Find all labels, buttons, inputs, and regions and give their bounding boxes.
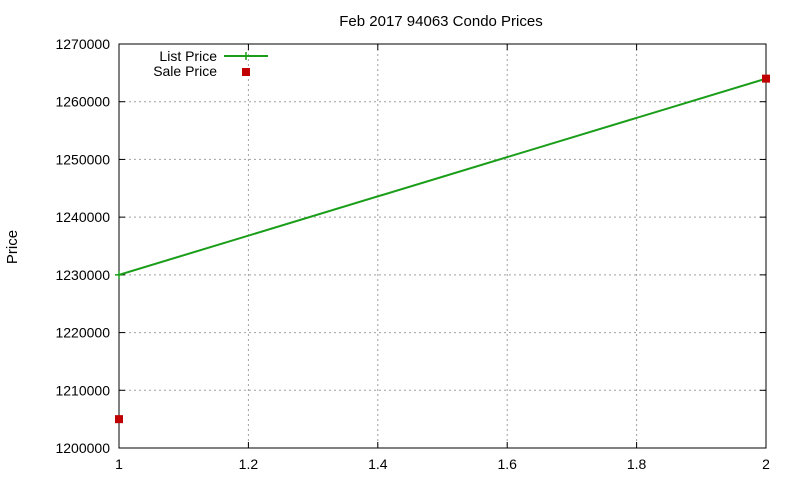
- legend-entry: List Price: [159, 48, 268, 64]
- series-line: [118, 77, 767, 276]
- plot-frame: [118, 43, 767, 449]
- series-1: [115, 74, 770, 424]
- axes: 1 1.2 1.4 1.6 1.8 2 1200000 1210000 1220000 12300…: [55, 36, 770, 472]
- y-tick-label: 1250000: [55, 151, 110, 167]
- y-axis-label: Price: [4, 230, 21, 264]
- y-tick-label: 1200000: [55, 440, 110, 456]
- x-tick-label: 1.8: [627, 456, 647, 472]
- x-tick-label: 1.6: [497, 456, 517, 472]
- legend-entry: Sale Price: [153, 63, 250, 79]
- x-tick-label: 2: [762, 456, 770, 472]
- data-point: [762, 74, 770, 83]
- legend-marker: [242, 52, 250, 60]
- legend-label: Sale Price: [153, 63, 217, 79]
- x-tick-label: 1: [115, 456, 123, 472]
- legend-marker: [242, 68, 250, 76]
- data-point: [115, 270, 123, 279]
- y-tick-label: 1210000: [55, 382, 110, 398]
- y-tick-label: 1220000: [55, 325, 110, 341]
- series: [115, 74, 770, 424]
- y-tick-label: 1230000: [55, 267, 110, 283]
- grid: [119, 44, 766, 448]
- series-0: [115, 74, 770, 279]
- y-tick-label: 1270000: [55, 36, 110, 52]
- legend-label: List Price: [159, 48, 217, 64]
- y-tick-label: 1260000: [55, 94, 110, 110]
- y-tick-label: 1240000: [55, 209, 110, 225]
- x-tick-label: 1.2: [239, 456, 259, 472]
- chart-title: Feb 2017 94063 Condo Prices: [339, 13, 542, 30]
- data-point: [115, 415, 123, 424]
- x-tick-label: 1.4: [368, 456, 388, 472]
